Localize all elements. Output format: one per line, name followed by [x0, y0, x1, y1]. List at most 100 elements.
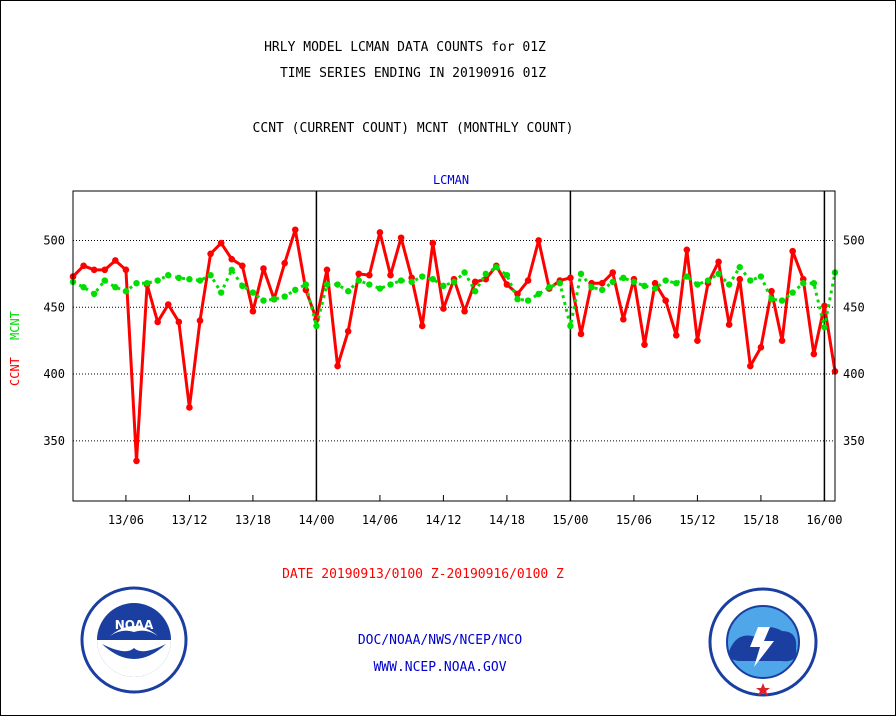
ccnt-data-point: [821, 302, 828, 310]
mcnt-data-point: [133, 279, 140, 287]
y-axis-label: CCNT MCNT: [8, 311, 22, 386]
mcnt-data-point: [101, 277, 108, 284]
ccnt-data-point: [715, 258, 722, 266]
mcnt-data-point: [313, 322, 320, 330]
ccnt-series-line: [71, 228, 837, 463]
mcnt-data-point: [292, 286, 299, 294]
plot-area-border: [72, 190, 836, 502]
mcnt-data-point: [556, 279, 564, 287]
y-axis-label-mcnt: MCNT: [8, 311, 22, 340]
ccnt-data-point: [101, 266, 109, 274]
mcnt-data-point: [376, 285, 384, 292]
mcnt-data-point: [80, 284, 87, 291]
ccnt-data-point: [397, 234, 405, 242]
ccnt-data-point: [789, 247, 796, 255]
mcnt-data-point: [334, 281, 341, 288]
x-tick-label: 15/12: [679, 513, 715, 527]
mcnt-data-point: [567, 322, 574, 330]
series-layer: [69, 226, 839, 465]
ccnt-data-point: [228, 255, 236, 263]
ccnt-data-point: [641, 341, 648, 348]
mcnt-data-point: [535, 290, 542, 298]
mcnt-data-point: [228, 266, 235, 274]
ccnt-data-point: [355, 270, 363, 278]
ccnt-data-point: [239, 262, 246, 270]
ccnt-data-point: [567, 274, 574, 282]
ccnt-data-point: [429, 239, 437, 247]
ccnt-data-point: [122, 266, 130, 274]
y-tick-label-right: 350: [843, 434, 865, 448]
ccnt-data-point: [164, 301, 172, 308]
ccnt-data-point: [514, 290, 521, 298]
mcnt-data-point: [461, 269, 468, 276]
ccnt-data-point: [768, 287, 775, 295]
mcnt-data-point: [440, 282, 447, 290]
mcnt-data-point: [143, 279, 151, 287]
mcnt-data-point: [778, 297, 786, 304]
ccnt-data-point: [598, 279, 606, 287]
mcnt-data-point: [662, 277, 669, 284]
mcnt-data-point: [270, 296, 278, 303]
mcnt-data-point: [747, 277, 754, 284]
svg-text:NOAA: NOAA: [115, 618, 154, 632]
axis-labels: 350 350 400 400 450 450 500 500 13/06 13/12 13/18 1…: [43, 233, 864, 527]
mcnt-data-point: [694, 281, 701, 288]
mcnt-data-point: [588, 284, 595, 291]
ccnt-data-point: [133, 457, 140, 465]
ccnt-data-point: [577, 330, 585, 338]
mcnt-data-point: [620, 274, 627, 282]
y-tick-label-right: 450: [843, 300, 865, 314]
ccnt-data-point: [683, 246, 691, 254]
mcnt-data-point: [768, 296, 775, 303]
x-tick-label: 15/18: [743, 513, 779, 527]
mcnt-data-point: [450, 278, 458, 286]
grid-lines: [73, 191, 835, 501]
website-link[interactable]: WWW.NCEP.NOAA.GOV: [373, 660, 507, 675]
mcnt-data-point: [683, 273, 691, 280]
mcnt-data-point: [112, 284, 119, 291]
chart-subtitle: CCNT (CURRENT COUNT) MCNT (MONTHLY COUNT…: [252, 121, 574, 136]
mcnt-data-point: [281, 293, 288, 300]
ccnt-data-point: [334, 362, 341, 370]
mcnt-data-point: [408, 278, 415, 286]
x-tick-label: 14/12: [425, 513, 461, 527]
mcnt-data-point: [196, 277, 204, 284]
x-tick-label: 14/18: [489, 513, 525, 527]
mcnt-data-point: [419, 273, 426, 280]
ccnt-data-point: [344, 328, 352, 335]
mcnt-data-point: [387, 281, 394, 288]
mcnt-data-point: [736, 263, 743, 271]
mcnt-data-point: [186, 275, 193, 283]
x-tick-label: 13/12: [171, 513, 207, 527]
ccnt-data-point: [620, 315, 627, 323]
mcnt-data-point: [704, 277, 712, 284]
ccnt-data-point: [672, 332, 680, 339]
mcnt-data-point: [429, 275, 437, 283]
mcnt-data-point: [789, 289, 796, 296]
ccnt-data-point: [609, 269, 617, 276]
mcnt-data-point: [800, 279, 807, 287]
mcnt-data-point: [249, 289, 257, 296]
noaa-logo: NOAA: [80, 586, 188, 694]
mcnt-data-point: [821, 324, 828, 331]
mcnt-data-point: [810, 279, 818, 287]
mcnt-data-point: [90, 290, 98, 298]
mcnt-data-point: [154, 277, 161, 284]
ccnt-data-point: [471, 278, 479, 286]
ccnt-data-point: [376, 229, 384, 236]
mcnt-data-point: [546, 284, 553, 291]
ccnt-data-point: [112, 257, 119, 264]
mcnt-data-point: [493, 263, 500, 271]
mcnt-data-point: [239, 282, 246, 290]
mcnt-data-point: [577, 270, 585, 278]
ccnt-data-point: [662, 297, 669, 304]
x-tick-label: 13/06: [108, 513, 144, 527]
ccnt-data-point: [175, 318, 183, 326]
agency-credit: DOC/NOAA/NWS/NCEP/NCO: [357, 633, 523, 648]
x-tick-label: 15/06: [616, 513, 652, 527]
ccnt-data-point: [154, 318, 161, 326]
ccnt-data-point: [207, 250, 214, 258]
ccnt-data-point: [810, 350, 818, 358]
mcnt-data-point: [471, 288, 479, 295]
